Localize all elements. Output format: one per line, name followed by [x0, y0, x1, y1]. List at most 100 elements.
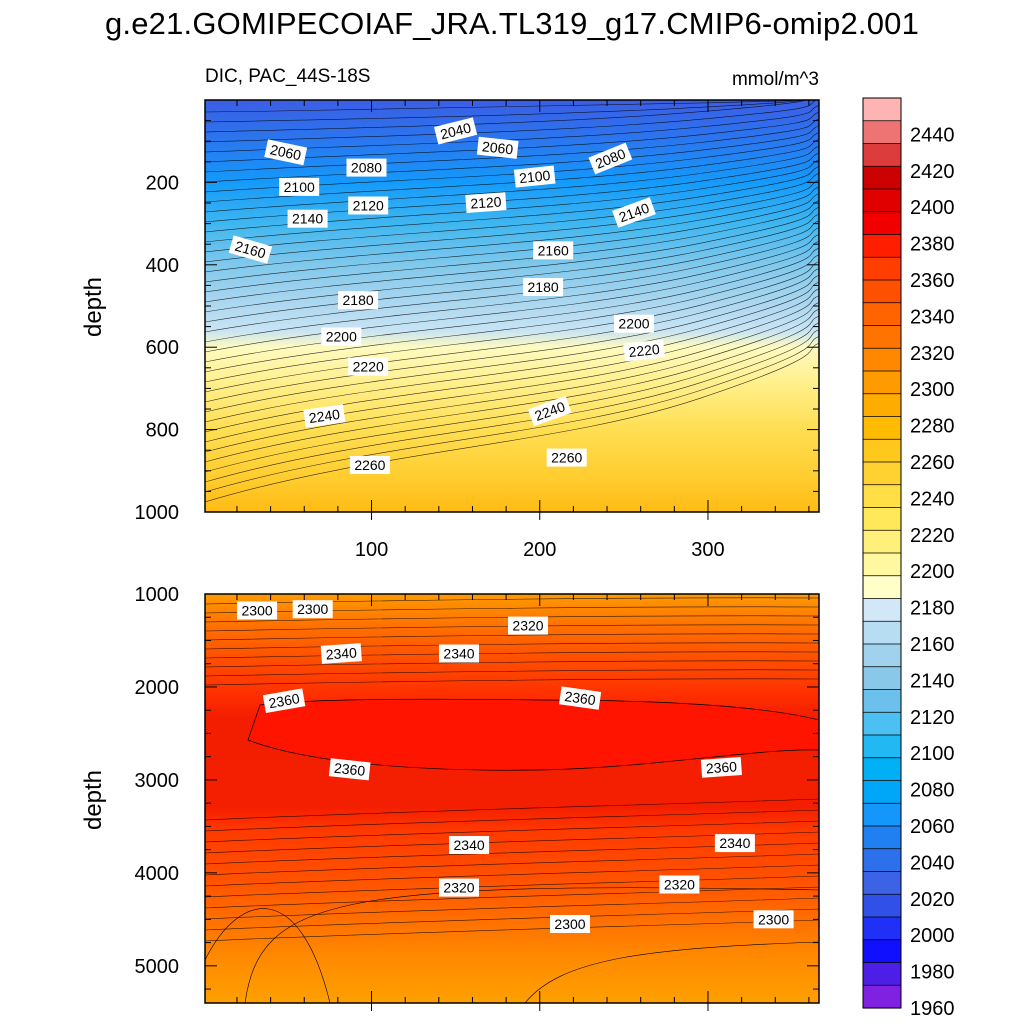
contour-label: 2060: [264, 139, 308, 166]
contour-line: [205, 145, 819, 213]
contour-label: 2360: [262, 688, 306, 714]
contour-label: 2180: [523, 278, 564, 296]
contour-line: [205, 125, 819, 183]
contour-label-bg: [264, 139, 308, 166]
colorbar-label: 2220: [910, 525, 955, 547]
contour-label-bg: [523, 278, 564, 296]
colorbar-swatch: [863, 371, 901, 395]
y-tick-label: 1000: [135, 502, 180, 524]
upper-contour-lines: [205, 100, 819, 503]
colorbar-swatch: [863, 644, 901, 668]
upper-y-axis-label: depth: [80, 277, 107, 337]
colorbar-label: 2000: [910, 925, 955, 947]
contour-line: [205, 606, 819, 614]
contour-label-bg: [320, 643, 362, 664]
contour-line: [205, 274, 819, 403]
colorbar-swatch: [863, 553, 901, 577]
contour-label: 2360: [700, 757, 742, 778]
colorbar-label: 1980: [910, 962, 955, 984]
contour-label-text: 2200: [326, 329, 357, 345]
colorbar-swatch: [863, 871, 901, 895]
contour-label-text: 2260: [354, 457, 385, 473]
contour-label: 2060: [476, 136, 519, 159]
colorbar-swatch: [863, 280, 901, 304]
colorbar-swatch: [863, 416, 901, 440]
contour-label-bg: [614, 314, 654, 333]
contour-line: [205, 200, 819, 293]
contour-line: [205, 322, 819, 473]
contour-line: [205, 642, 819, 650]
upper-panel-fill: [205, 100, 819, 512]
contour-label: 2260: [349, 456, 390, 474]
x-tick-label: 100: [355, 539, 388, 561]
contour-label: 2320: [508, 616, 548, 635]
y-tick-label: 5000: [135, 956, 180, 978]
contour-line: [205, 651, 819, 659]
lower-axis-ticks: 1000 2000 3000 4000 5000: [135, 584, 819, 1011]
contour-label-bg: [328, 758, 371, 781]
contour-label-bg: [714, 834, 755, 853]
contour-label-bg: [321, 327, 362, 346]
contour-label-text: 2060: [269, 141, 303, 163]
colorbar-frame: [862, 97, 902, 1009]
contour-label: 2360: [328, 758, 371, 781]
contour-label-text: 2040: [439, 119, 473, 142]
contour-line: [205, 660, 819, 668]
contour-label-text: 2340: [454, 837, 485, 853]
contour-line: [244, 887, 819, 1003]
contour-label: 2140: [287, 209, 328, 228]
colorbar-label: 1960: [910, 998, 955, 1020]
contour-label-bg: [439, 644, 479, 663]
colorbar-label: 2160: [910, 634, 955, 656]
contour-label-text: 2360: [564, 688, 597, 708]
contour-label: 2360: [559, 686, 602, 710]
contour-label: 2200: [614, 314, 654, 333]
contour-line: [205, 100, 808, 133]
contour-label-bg: [346, 158, 387, 177]
contour-line: [205, 853, 819, 876]
colorbar-swatch: [863, 439, 901, 463]
colorbar-swatch: [863, 302, 901, 327]
contour-line: [205, 908, 331, 1003]
contour-label-bg: [508, 616, 548, 635]
contour-line: [205, 152, 819, 223]
contour-label-text: 2100: [518, 167, 551, 186]
contour-label-text: 2360: [267, 690, 301, 711]
contour-label-bg: [533, 241, 574, 260]
colorbar-swatch: [863, 189, 901, 213]
contour-line: [205, 336, 819, 493]
contour-label-bg: [338, 291, 379, 310]
contour-line: [205, 179, 819, 263]
lower-panel-fill: [205, 594, 819, 1003]
contour-label: 2220: [348, 357, 389, 376]
colorbar-label: 2020: [910, 889, 955, 911]
contour-label-text: 2340: [719, 835, 750, 851]
lower-contour-lines: [205, 597, 819, 1003]
colorbar-label: 2300: [910, 379, 955, 401]
colorbar-label: 2180: [910, 598, 955, 620]
contour-label-text: 2160: [538, 242, 569, 258]
contour-label-text: 2320: [443, 880, 474, 896]
contour-line: [205, 132, 819, 193]
contour-label-bg: [349, 456, 390, 474]
colorbar-label: 2380: [910, 234, 955, 256]
colorbar-label: 2140: [910, 670, 955, 692]
colorbar-swatch: [863, 507, 901, 531]
contour-label-bg: [700, 757, 742, 778]
y-tick-label: 3000: [135, 770, 180, 792]
contour-label-text: 2300: [297, 601, 328, 617]
contour-label: 2200: [321, 327, 362, 346]
contour-line: [205, 186, 819, 273]
lower-contour-labels: 2300 2300 2320 2340 2340 2360 2360 2360 2360 2340…: [237, 600, 794, 933]
contour-label-bg: [449, 836, 490, 854]
contour-line: [205, 633, 819, 641]
contour-label-text: 2360: [705, 758, 737, 776]
contour-label-bg: [546, 448, 587, 467]
contour-label: 2100: [513, 165, 556, 188]
contour-label-bg: [753, 910, 794, 929]
contour-label-bg: [287, 209, 328, 228]
x-tick-label: 200: [523, 539, 556, 561]
contour-label-text: 2340: [325, 644, 357, 662]
colorbar-label: 2040: [910, 852, 955, 874]
